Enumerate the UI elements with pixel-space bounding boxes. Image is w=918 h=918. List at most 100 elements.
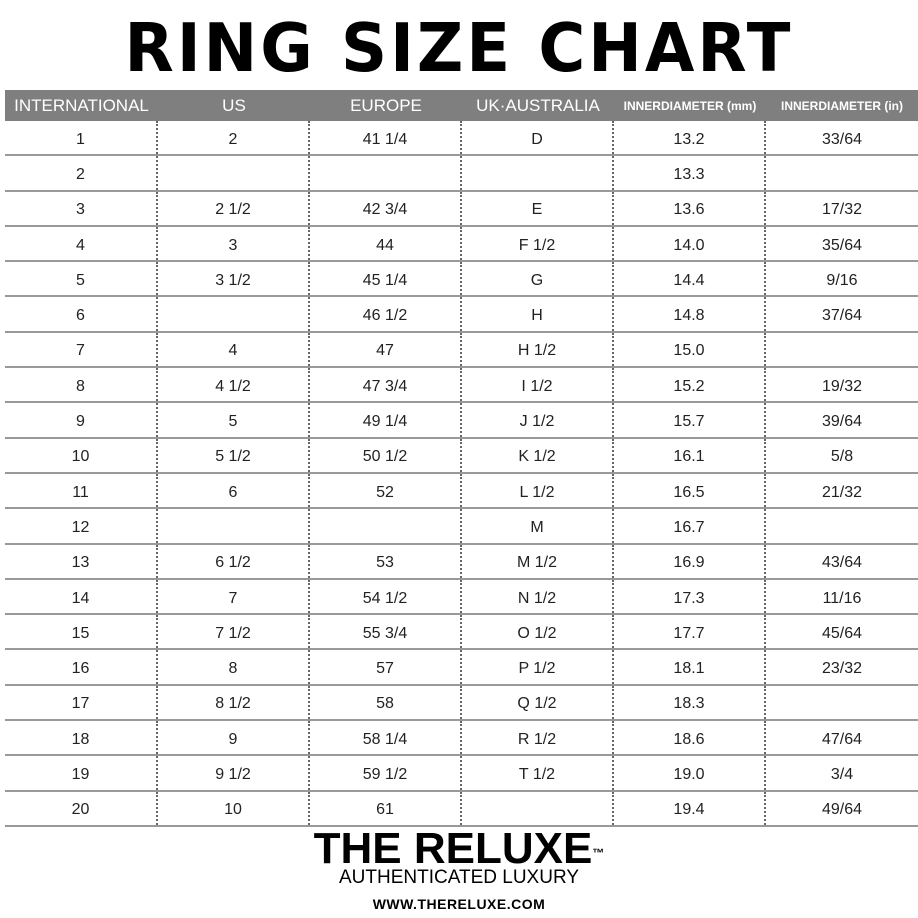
table-cell: 41 1/4	[310, 121, 462, 155]
table-cell: 61	[310, 791, 462, 825]
table-row: 1 2 41 1/4 D 13.2 33/64	[5, 121, 918, 157]
table-cell: 15.0	[614, 332, 766, 367]
table-row: 7 4 47 H 1/2 15.0	[5, 332, 918, 369]
table-cell: 16.1	[614, 438, 766, 472]
table-cell: 14.4	[614, 262, 766, 296]
table-cell: R 1/2	[462, 721, 614, 755]
table-cell: 15.2	[614, 368, 766, 402]
table-cell: K 1/2	[462, 438, 614, 472]
table-row: 12 M 16.7	[5, 509, 918, 545]
table-cell: 16.9	[614, 544, 766, 578]
table-cell: 13	[5, 544, 158, 578]
trademark-symbol: ™	[592, 846, 605, 860]
table-cell: 8 1/2	[158, 685, 310, 720]
table-row: 2 13.3	[5, 156, 918, 192]
table-cell: 8	[5, 368, 158, 402]
table-row: 17 8 1/2 58 Q 1/2 18.3	[5, 685, 918, 722]
table-cell: E	[462, 191, 614, 225]
table-cell: 47	[310, 332, 462, 367]
column-header-line: INNER	[623, 98, 661, 113]
table-cell: 19/32	[821, 377, 863, 395]
table-cell: 39/64	[821, 413, 863, 431]
table-cell	[766, 686, 918, 719]
table-cell: 45 1/4	[310, 262, 462, 296]
table-cell	[158, 156, 310, 190]
table-row: 15 7 1/2 55 3/4 O 1/2 17.7 45/64	[5, 615, 918, 651]
column-header: INNER DIAMETER (mm)	[614, 90, 766, 121]
table-cell: 4	[5, 226, 158, 261]
table-cell: 17.7	[614, 615, 766, 649]
table-cell: T 1/2	[462, 756, 614, 790]
table-cell: 9/16	[826, 271, 858, 289]
column-header-line: INNER	[780, 98, 819, 113]
brand-footer: THE RELUXE™ AUTHENTICATED LUXURY WWW.THE…	[0, 826, 918, 913]
table-cell: 19.4	[614, 791, 766, 825]
table-cell: 18.1	[614, 650, 766, 684]
table-cell: 2 1/2	[158, 191, 310, 225]
table-cell	[462, 156, 614, 190]
brand-logo: THE RELUXE™	[0, 826, 918, 872]
table-cell: 18.3	[614, 685, 766, 720]
table-cell: 11/16	[822, 589, 862, 607]
table-cell: 1	[5, 121, 158, 155]
table-cell: 2	[5, 156, 158, 190]
table-cell: 55 3/4	[310, 615, 462, 649]
table-cell: 5 1/2	[158, 438, 310, 472]
table-cell: 45/64	[821, 624, 863, 642]
table-cell: 42 3/4	[310, 191, 462, 225]
table-cell: 59 1/2	[310, 756, 462, 790]
table-row: 19 9 1/2 59 1/2 T 1/2 19.0 3/4	[5, 756, 918, 792]
table-row: 20 10 61 19.4 49/64	[5, 791, 918, 827]
table-row: 11 6 52 L 1/2 16.5 21/32	[5, 473, 918, 510]
table-cell	[310, 509, 462, 543]
table-cell: 7	[5, 332, 158, 367]
table-row: 13 6 1/2 53 M 1/2 16.9 43/64	[5, 544, 918, 580]
table-header: INTERNATIONAL US EUROPE UK·AUSTRALIA INNER DI…	[5, 90, 918, 121]
table-cell: 3 1/2	[158, 262, 310, 296]
table-cell: 16.5	[614, 473, 766, 508]
table-cell: 4	[158, 332, 310, 367]
table-cell: 58 1/4	[310, 721, 462, 755]
table-cell: 14	[5, 579, 158, 614]
table-cell: 18	[5, 721, 158, 755]
table-row: 10 5 1/2 50 1/2 K 1/2 16.1 5/8	[5, 438, 918, 474]
table-cell: 3/4	[830, 765, 854, 783]
table-cell: 46 1/2	[310, 297, 462, 331]
table-cell: 49/64	[821, 801, 863, 819]
table-cell: 4 1/2	[158, 368, 310, 402]
table-cell: D	[462, 121, 614, 155]
table-cell: N 1/2	[462, 579, 614, 614]
table-cell: 6	[158, 473, 310, 508]
table-cell: H	[462, 297, 614, 331]
table-cell: 33/64	[821, 130, 863, 148]
ring-size-table: INTERNATIONAL US EUROPE UK·AUSTRALIA INNER DI…	[5, 90, 918, 827]
table-row: 16 8 57 P 1/2 18.1 23/32	[5, 650, 918, 686]
table-cell: 5	[5, 262, 158, 296]
table-cell: H 1/2	[462, 332, 614, 367]
table-cell: 47 3/4	[310, 368, 462, 402]
table-cell: 23/32	[821, 660, 863, 678]
table-cell: 9	[158, 721, 310, 755]
table-cell	[766, 333, 918, 366]
table-cell: P 1/2	[462, 650, 614, 684]
table-cell: 17/32	[821, 201, 863, 219]
table-cell: M	[462, 509, 614, 543]
table-cell: 6	[5, 297, 158, 331]
table-cell: 19.0	[614, 756, 766, 790]
table-cell: 10	[5, 438, 158, 472]
table-cell: 14.0	[614, 226, 766, 261]
table-cell: 12	[5, 509, 158, 543]
column-header: US	[222, 95, 246, 115]
table-cell: 17.3	[614, 579, 766, 614]
website-url[interactable]: WWW.THERELUXE.COM	[372, 896, 546, 912]
column-header: INNER DIAMETER (in)	[766, 90, 918, 121]
table-cell: F 1/2	[462, 226, 614, 261]
table-cell: 50 1/2	[310, 438, 462, 472]
table-cell	[158, 509, 310, 543]
table-cell: 11	[5, 473, 158, 508]
table-cell: 6 1/2	[158, 544, 310, 578]
table-cell: 53	[310, 544, 462, 578]
table-cell: 47/64	[821, 730, 863, 748]
table-cell	[766, 509, 918, 542]
